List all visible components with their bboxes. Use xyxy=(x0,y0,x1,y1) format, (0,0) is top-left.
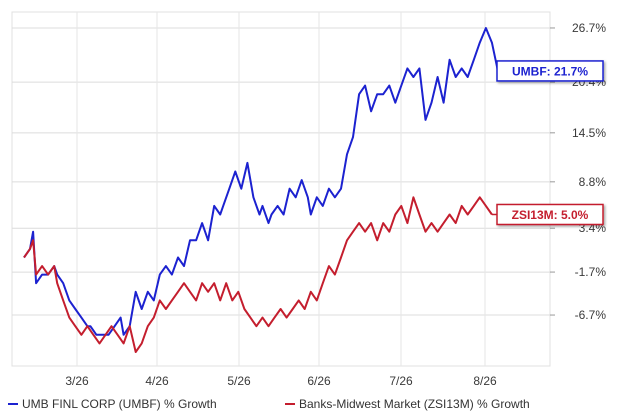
y-tick-label: 14.5% xyxy=(572,126,606,140)
plot-area xyxy=(11,11,551,367)
y-tick-label: 8.8% xyxy=(579,175,607,189)
legend-label-1: Banks-Midwest Market (ZSI13M) % Growth xyxy=(299,397,530,411)
x-tick-label: 4/26 xyxy=(145,374,169,388)
legend-label-0: UMB FINL CORP (UMBF) % Growth xyxy=(22,397,217,411)
legend: UMB FINL CORP (UMBF) % Growth Banks-Midwe… xyxy=(8,397,530,411)
x-tick-label: 3/26 xyxy=(65,374,89,388)
series-line-0 xyxy=(23,27,499,336)
x-tick-label: 5/26 xyxy=(227,374,251,388)
y-tick-label: 26.7% xyxy=(572,21,606,35)
callouts: UMBF: 21.7% ZSI13M: 5.0% xyxy=(491,60,604,226)
x-tick-label: 6/26 xyxy=(307,374,331,388)
series-line-1 xyxy=(23,196,493,353)
callout-label-0: UMBF: 21.7% xyxy=(512,64,588,78)
callout-label-1: ZSI13M: 5.0% xyxy=(512,208,589,222)
callout-box-0 xyxy=(496,60,604,82)
y-tick-label: -1.7% xyxy=(575,265,607,279)
x-tick-label: 8/26 xyxy=(473,374,497,388)
callout-box-1 xyxy=(496,203,604,226)
y-tick-label: -6.7% xyxy=(575,308,607,322)
x-axis: 3/26 4/26 5/26 6/26 7/26 8/26 xyxy=(65,374,497,388)
series-lines xyxy=(23,27,499,353)
grid-lines xyxy=(12,12,550,366)
x-tick-label: 7/26 xyxy=(389,374,413,388)
